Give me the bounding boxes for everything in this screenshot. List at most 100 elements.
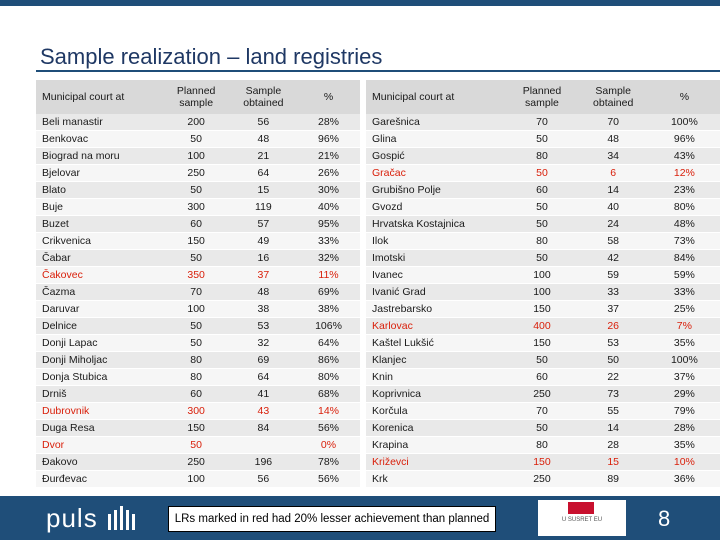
table-row: Beli manastir 200 56 28% [36,114,360,131]
court-cell: Ilok [366,232,507,250]
court-cell: Koprivnica [366,385,507,403]
table-row: Benkovac 50 48 96% [36,130,360,148]
obtained-cell: 49 [229,232,298,250]
planned-cell: 70 [162,283,230,301]
court-cell: Hrvatska Kostajnica [366,215,507,233]
percent-cell: 0% [297,436,360,454]
percent-cell: 26% [297,164,360,182]
percent-cell: 30% [297,181,360,199]
header-court: Municipal court at [366,80,507,114]
percent-cell: 69% [297,283,360,301]
table-row: Krapina 80 28 35% [366,436,720,454]
planned-cell: 70 [506,402,578,420]
table-row: Čabar 50 16 32% [36,249,360,267]
percent-cell: 86% [297,351,360,369]
top-band [0,0,720,72]
court-cell: Knin [366,368,507,386]
right-table-body: Garešnica 70 70 100% Glina 50 48 96% Gospić 80 34 4… [366,114,720,488]
obtained-cell: 24 [577,215,649,233]
obtained-cell: 119 [229,198,298,216]
obtained-cell: 56 [229,114,298,131]
court-cell: Buje [36,198,163,216]
percent-cell: 29% [648,385,720,403]
planned-cell: 50 [506,198,578,216]
header-pct: % [297,80,360,114]
percent-cell: 23% [648,181,720,199]
percent-cell: 56% [297,470,360,488]
percent-cell: 96% [648,130,720,148]
obtained-cell: 15 [577,453,649,471]
court-cell: Beli manastir [36,114,163,131]
percent-cell: 106% [297,317,360,335]
obtained-cell: 84 [229,419,298,437]
obtained-cell: 38 [229,300,298,318]
percent-cell: 21% [297,147,360,165]
court-cell: Gvozd [366,198,507,216]
table-row: Drniš 60 41 68% [36,385,360,403]
court-cell: Kaštel Lukšić [366,334,507,352]
court-cell: Biograd na moru [36,147,163,165]
planned-cell: 250 [162,453,230,471]
title-rule [36,70,720,72]
percent-cell: 73% [648,232,720,250]
table-row: Donji Lapac 50 32 64% [36,334,360,352]
header-planned: Planned sample [506,80,578,114]
table-row: Korčula 70 55 79% [366,402,720,420]
header-pct: % [648,80,720,114]
percent-cell: 59% [648,266,720,284]
left-table: Municipal court at Planned sample Sample… [36,80,360,488]
obtained-cell: 41 [229,385,298,403]
percent-cell: 14% [297,402,360,420]
percent-cell: 35% [648,436,720,454]
obtained-cell: 48 [577,130,649,148]
partner-logo: U SUSRET EU [538,500,626,536]
table-row: Bjelovar 250 64 26% [36,164,360,182]
court-cell: Gospić [366,147,507,165]
table-row: Donji Miholjac 80 69 86% [36,351,360,369]
planned-cell: 50 [162,249,230,267]
planned-cell: 250 [506,470,578,488]
obtained-cell: 6 [577,164,649,182]
table-row: Donja Stubica 80 64 80% [36,368,360,386]
table-row: Gvozd 50 40 80% [366,198,720,216]
planned-cell: 300 [162,402,230,420]
planned-cell: 100 [506,283,578,301]
court-cell: Krk [366,470,507,488]
court-cell: Križevci [366,453,507,471]
table-row: Korenica 50 14 28% [366,419,720,437]
court-cell: Crikvenica [36,232,163,250]
obtained-cell: 37 [229,266,298,284]
page-number: 8 [658,506,671,531]
planned-cell: 50 [506,249,578,267]
header-planned: Planned sample [162,80,230,114]
planned-cell: 50 [162,130,230,148]
planned-cell: 400 [506,317,578,335]
obtained-cell: 14 [577,181,649,199]
percent-cell: 100% [648,351,720,369]
table-row: Dvor 50 0% [36,436,360,454]
table-row: Buje 300 119 40% [36,198,360,216]
court-cell: Donja Stubica [36,368,163,386]
obtained-cell [229,436,298,454]
table-row: Jastrebarsko 150 37 25% [366,300,720,318]
percent-cell: 68% [297,385,360,403]
table-row: Đurđevac 100 56 56% [36,470,360,488]
court-cell: Korčula [366,402,507,420]
court-cell: Donji Lapac [36,334,163,352]
obtained-cell: 73 [577,385,649,403]
table-row: Karlovac 400 26 7% [366,317,720,335]
percent-cell: 10% [648,453,720,471]
planned-cell: 80 [162,351,230,369]
percent-cell: 7% [648,317,720,335]
percent-cell: 96% [297,130,360,148]
planned-cell: 60 [162,385,230,403]
percent-cell: 11% [297,266,360,284]
planned-cell: 60 [506,368,578,386]
signal-bars-icon [108,506,135,530]
obtained-cell: 34 [577,147,649,165]
table-row: Đakovo 250 196 78% [36,453,360,471]
table-row: Kaštel Lukšić 150 53 35% [366,334,720,352]
obtained-cell: 53 [229,317,298,335]
table-row: Duga Resa 150 84 56% [36,419,360,437]
court-cell: Dvor [36,436,163,454]
